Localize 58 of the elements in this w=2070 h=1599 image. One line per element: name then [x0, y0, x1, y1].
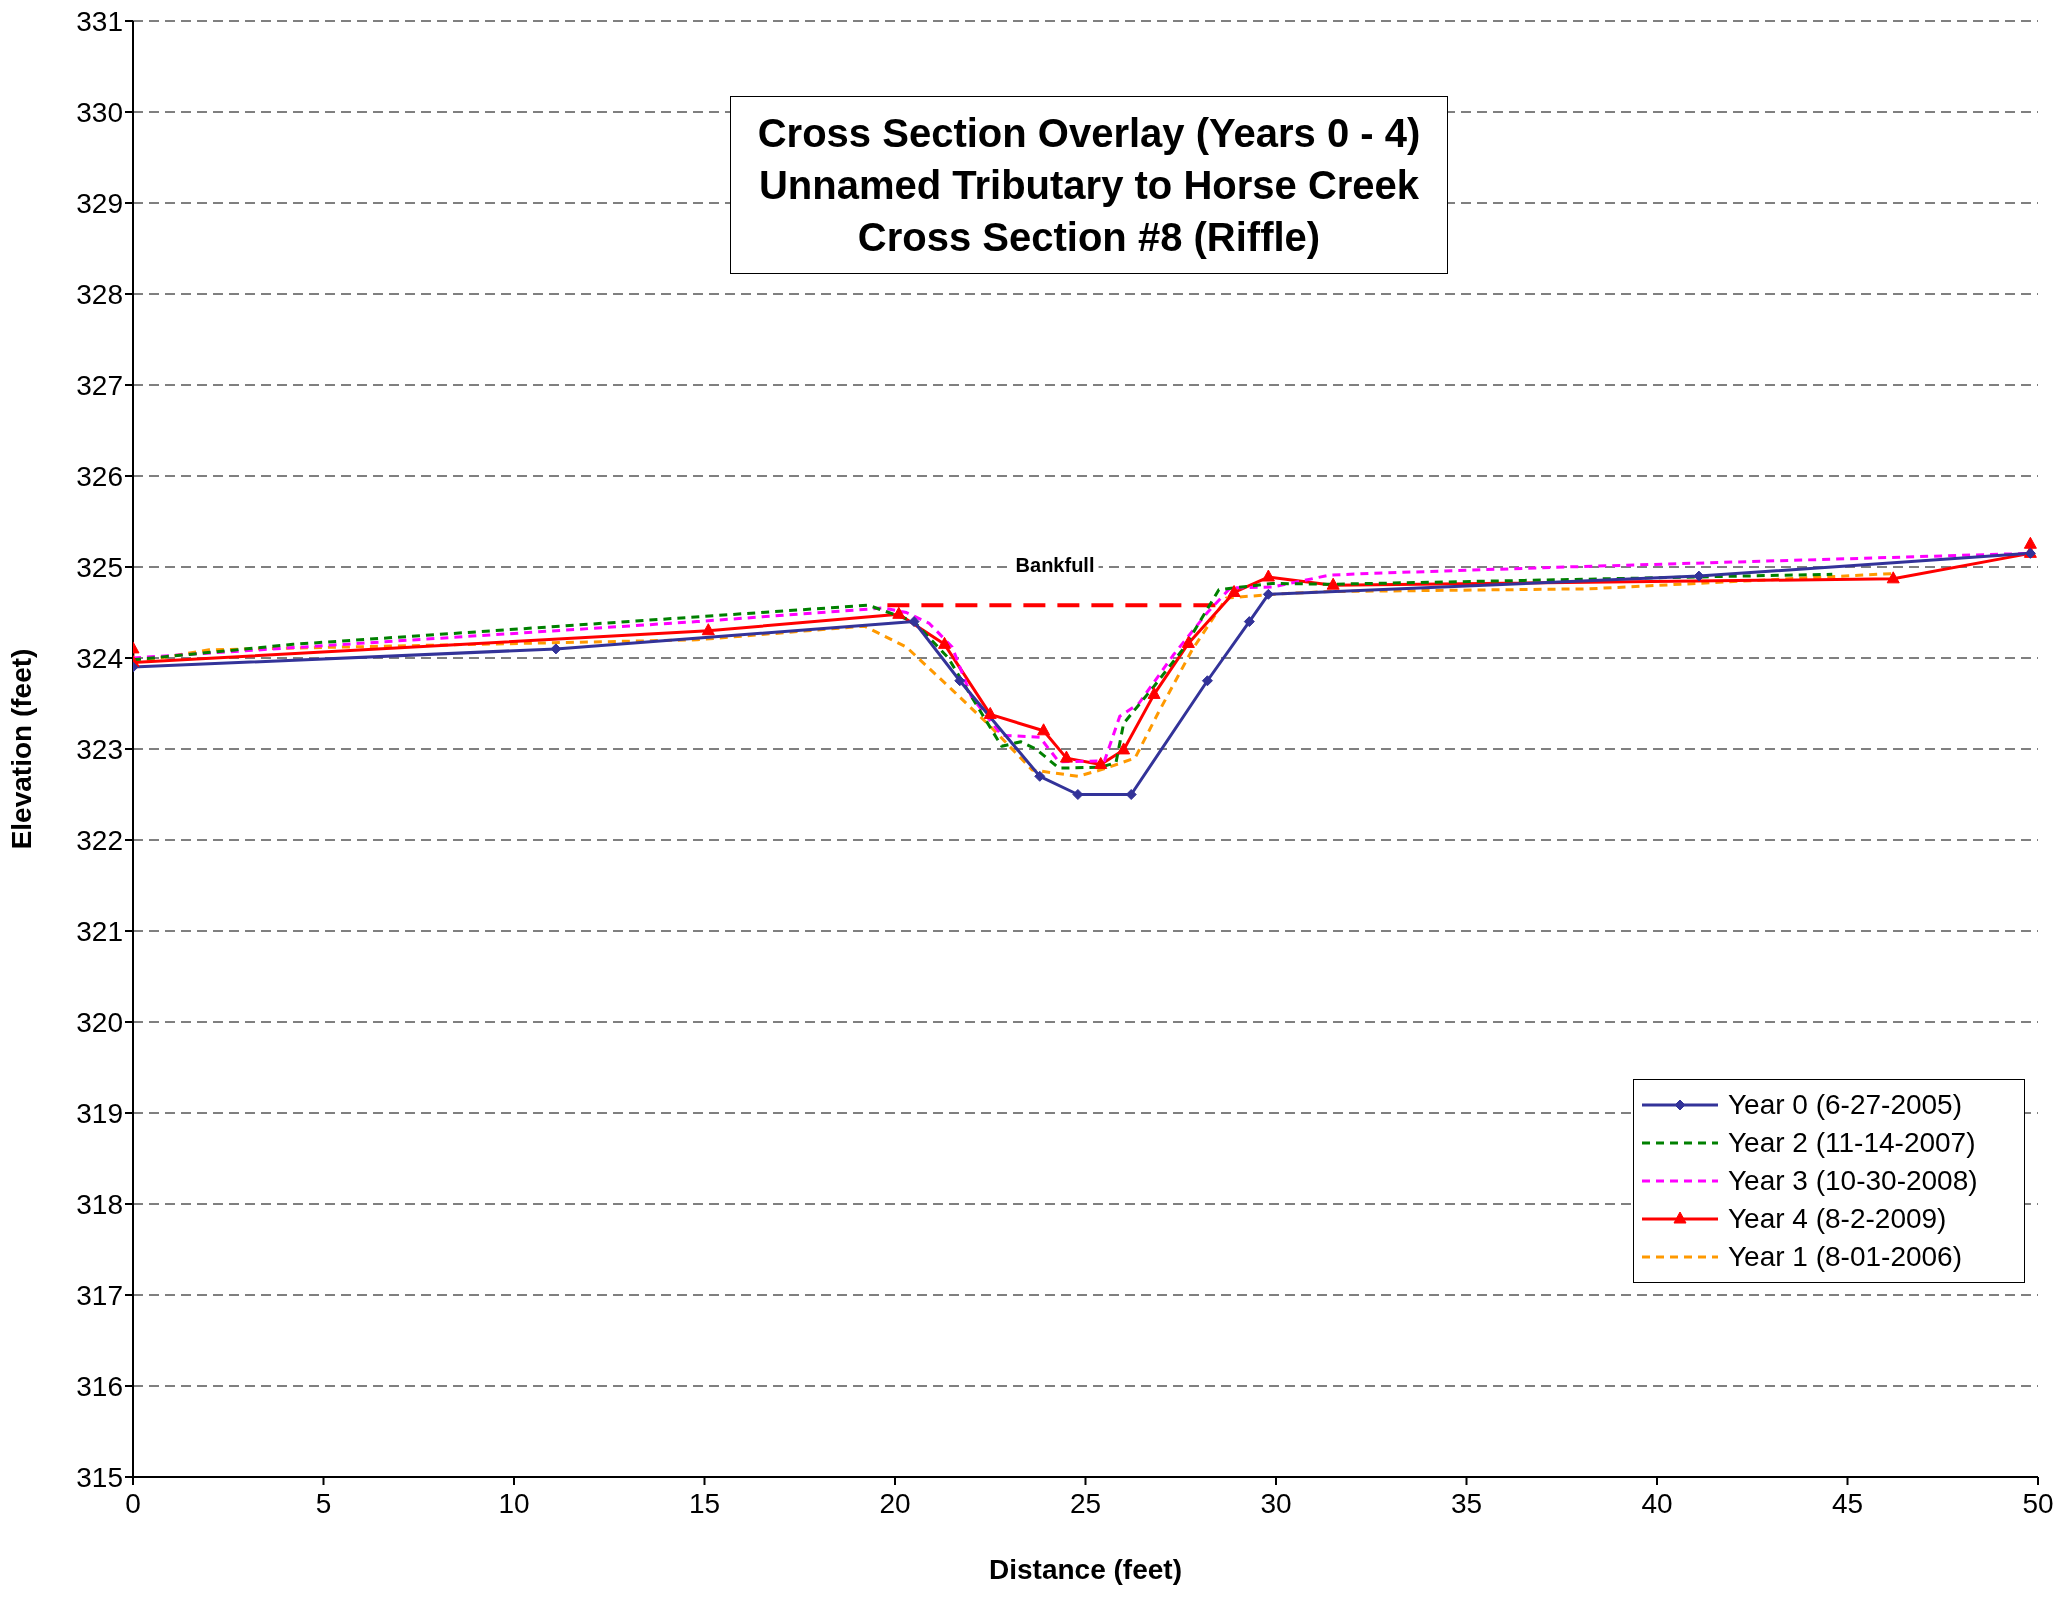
x-tick-label: 10	[498, 1487, 530, 1519]
y-tick-label: 324	[76, 642, 123, 674]
point	[1117, 742, 1131, 755]
legend-label: Year 0 (6-27-2005)	[1728, 1088, 1963, 1122]
point	[1037, 723, 1051, 736]
y-axis-title: Elevation (feet)	[5, 648, 37, 850]
point	[1326, 577, 1340, 590]
point	[2023, 536, 2037, 549]
x-tick-label: 0	[125, 1487, 141, 1519]
point	[1261, 569, 1275, 582]
y-tick-label: 330	[76, 96, 123, 128]
x-tick-label: 5	[315, 1487, 332, 1519]
point	[1059, 750, 1073, 763]
x-axis-title: Distance (feet)	[989, 1554, 1182, 1585]
y-tick-label: 331	[76, 5, 123, 37]
point	[954, 675, 966, 687]
point	[1243, 616, 1255, 628]
legend-label: Year 1 (8-01-2006)	[1728, 1240, 1963, 1274]
x-tick-label: 25	[1069, 1487, 1102, 1519]
point	[1262, 588, 1274, 600]
point	[701, 623, 715, 636]
legend-label: Year 2 (11-14-2007)	[1728, 1126, 1976, 1160]
y-tick-label: 315	[76, 1461, 123, 1493]
x-tick-label: 35	[1450, 1487, 1483, 1519]
point	[1147, 686, 1161, 699]
y-tick-label: 316	[76, 1370, 123, 1402]
legend-label: Year 3 (10-30-2008)	[1728, 1164, 1978, 1198]
point	[1227, 584, 1241, 597]
annotation: Bankfull	[1011, 553, 1099, 578]
y-tick-label: 329	[76, 187, 123, 219]
x-tick-label: 15	[688, 1487, 721, 1519]
x-tick-label: 30	[1260, 1487, 1292, 1519]
y-tick-label: 321	[76, 915, 123, 947]
x-tick-label: 20	[879, 1487, 911, 1519]
x-tick-label: 45	[1831, 1487, 1864, 1519]
point	[938, 636, 952, 649]
legend-label: Year 4 (8-2-2009)	[1728, 1202, 1947, 1236]
x-tick-label: 40	[1641, 1487, 1673, 1519]
point	[983, 706, 997, 719]
text: Cross Section Overlay (Years 0 - 4) Unnamed Tributary to Horse Creek Cross Section #8 (Riffle)	[756, 110, 1422, 261]
point	[908, 616, 920, 628]
y-tick-label: 328	[76, 278, 123, 310]
point	[892, 606, 906, 619]
y-tick-label: 325	[76, 551, 123, 583]
x-tick-label: 50	[2022, 1487, 2054, 1519]
y-tick-label: 317	[76, 1279, 123, 1311]
y-tick-label: 318	[76, 1188, 123, 1220]
y-tick-label: 327	[76, 369, 123, 401]
point	[1034, 770, 1046, 782]
point	[1094, 756, 1108, 769]
y-tick-label: 320	[76, 1006, 123, 1038]
y-tick-label: 326	[76, 460, 123, 492]
point	[1181, 635, 1195, 648]
y-tick-label: 319	[76, 1097, 123, 1129]
point	[1886, 571, 1900, 584]
point	[1201, 675, 1213, 687]
y-tick-label: 322	[76, 824, 123, 856]
y-tick-label: 323	[76, 733, 123, 765]
